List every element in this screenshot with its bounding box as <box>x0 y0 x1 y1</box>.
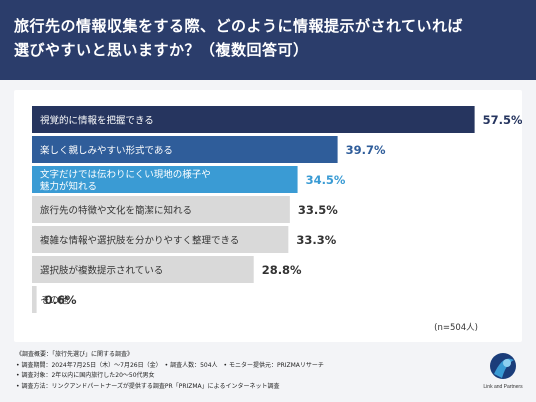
value-label-4: 33.5% <box>298 203 338 217</box>
category-label-4: 旅行先の特徴や文化を簡潔に知れる <box>40 205 192 217</box>
page-title: 旅行先の情報収集をする際、どのように情報提示がされていれば 選びやすいと思います… <box>14 14 522 62</box>
value-label-6: 28.8% <box>262 263 302 277</box>
footer-line-2: • 調査期間：2024年7月25日（木）〜7月26日（金） • 調査人数：504… <box>16 361 324 369</box>
logo-inner-dot <box>503 359 511 367</box>
value-label-3: 34.5% <box>306 173 346 187</box>
sample-size-note: (n=504人) <box>434 323 478 333</box>
category-label-1: 視覚的に情報を把握できる <box>40 115 154 127</box>
footer-line-3: • 調査対象：2年以内に国内旅行した20〜50代男女 <box>16 372 155 379</box>
title-line-1: 旅行先の情報収集をする際、どのように情報提示がされていれば <box>14 17 464 35</box>
category-label-3-line-1: 文字だけでは伝わりにくい現地の様子や <box>40 169 211 181</box>
category-label-3-line-2: 魅力が知れる <box>40 181 97 193</box>
bar-3 <box>32 166 298 193</box>
value-label-2: 39.7% <box>346 143 386 157</box>
bar-5 <box>32 226 289 253</box>
header-banner: 旅行先の情報収集をする際、どのように情報提示がされていれば 選びやすいと思います… <box>0 0 536 80</box>
chart-card: 視覚的に情報を把握できる 57.5% 楽しく親しみやすい形式である 39.7% 文字だけ… <box>14 90 522 342</box>
bar-4 <box>32 196 290 223</box>
logo-text: Link and Partners <box>483 384 523 390</box>
company-logo: Link and Partners <box>480 350 526 396</box>
category-label-5: 複雑な情報や選択肢を分かりやすく整理できる <box>40 235 239 247</box>
category-label-6: 選択肢が複数提示されている <box>40 265 163 277</box>
value-label-5: 33.3% <box>296 233 336 247</box>
title-line-2: 選びやすいと思いますか？（複数回答可） <box>14 41 309 59</box>
value-label-1: 57.5% <box>483 113 522 127</box>
value-label-7: 0.6% <box>45 293 77 307</box>
bar-2 <box>32 136 338 163</box>
survey-footer: 《調査概要：「旅行先選び」に関する調査》 • 調査期間：2024年7月25日（木… <box>16 350 476 392</box>
footer-line-4: • 調査方法：リンクアンドパートナーズが提供する調査PR「PRIZMA」によるイ… <box>16 382 280 390</box>
logo-mark-icon <box>490 353 516 379</box>
category-label-2: 楽しく親しみやすい形式である <box>40 145 173 157</box>
bar-1 <box>32 106 475 133</box>
bar-7 <box>32 286 37 313</box>
bar-chart: 視覚的に情報を把握できる 57.5% 楽しく親しみやすい形式である 39.7% 文字だけ… <box>32 106 522 313</box>
category-label-7: その他 <box>40 295 69 307</box>
bar-6 <box>32 256 254 283</box>
footer-line-1: 《調査概要：「旅行先選び」に関する調査》 <box>16 351 134 358</box>
